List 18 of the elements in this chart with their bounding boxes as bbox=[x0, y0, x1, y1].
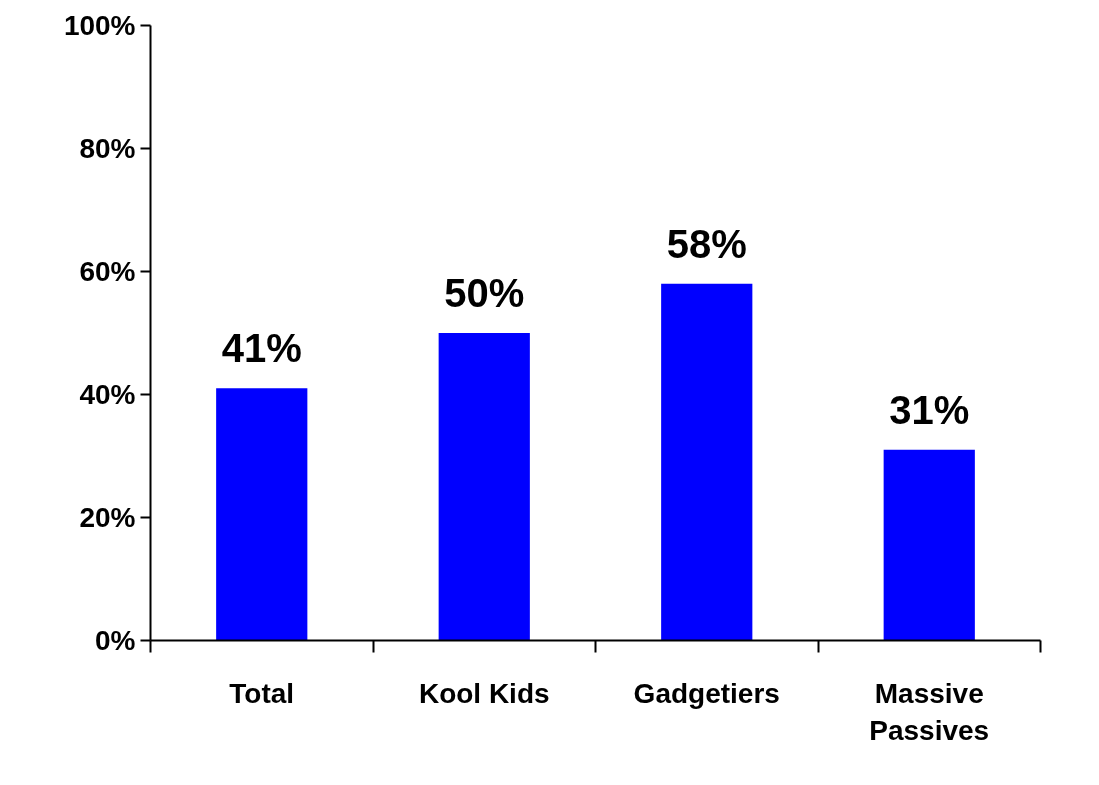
data-label: 31% bbox=[889, 387, 970, 432]
bar bbox=[661, 283, 753, 641]
x-tick-label: Massive Passives bbox=[869, 677, 990, 746]
data-label: 41% bbox=[221, 326, 302, 371]
y-tick-label: 80% bbox=[79, 133, 136, 164]
y-tick-label: 0% bbox=[95, 625, 136, 656]
bar bbox=[438, 333, 530, 641]
y-tick-label: 20% bbox=[79, 502, 136, 533]
bar bbox=[883, 449, 975, 641]
bar bbox=[216, 388, 308, 641]
x-tick-label: Gadgetiers bbox=[633, 677, 780, 709]
data-label: 50% bbox=[444, 271, 525, 315]
y-tick-label: 100% bbox=[63, 10, 136, 41]
x-tick-label: Total bbox=[229, 677, 295, 709]
y-tick-label: 40% bbox=[79, 379, 136, 410]
data-label: 58% bbox=[666, 221, 747, 266]
y-tick-label: 60% bbox=[79, 256, 136, 287]
x-tick-label: Kool Kids bbox=[418, 677, 550, 709]
